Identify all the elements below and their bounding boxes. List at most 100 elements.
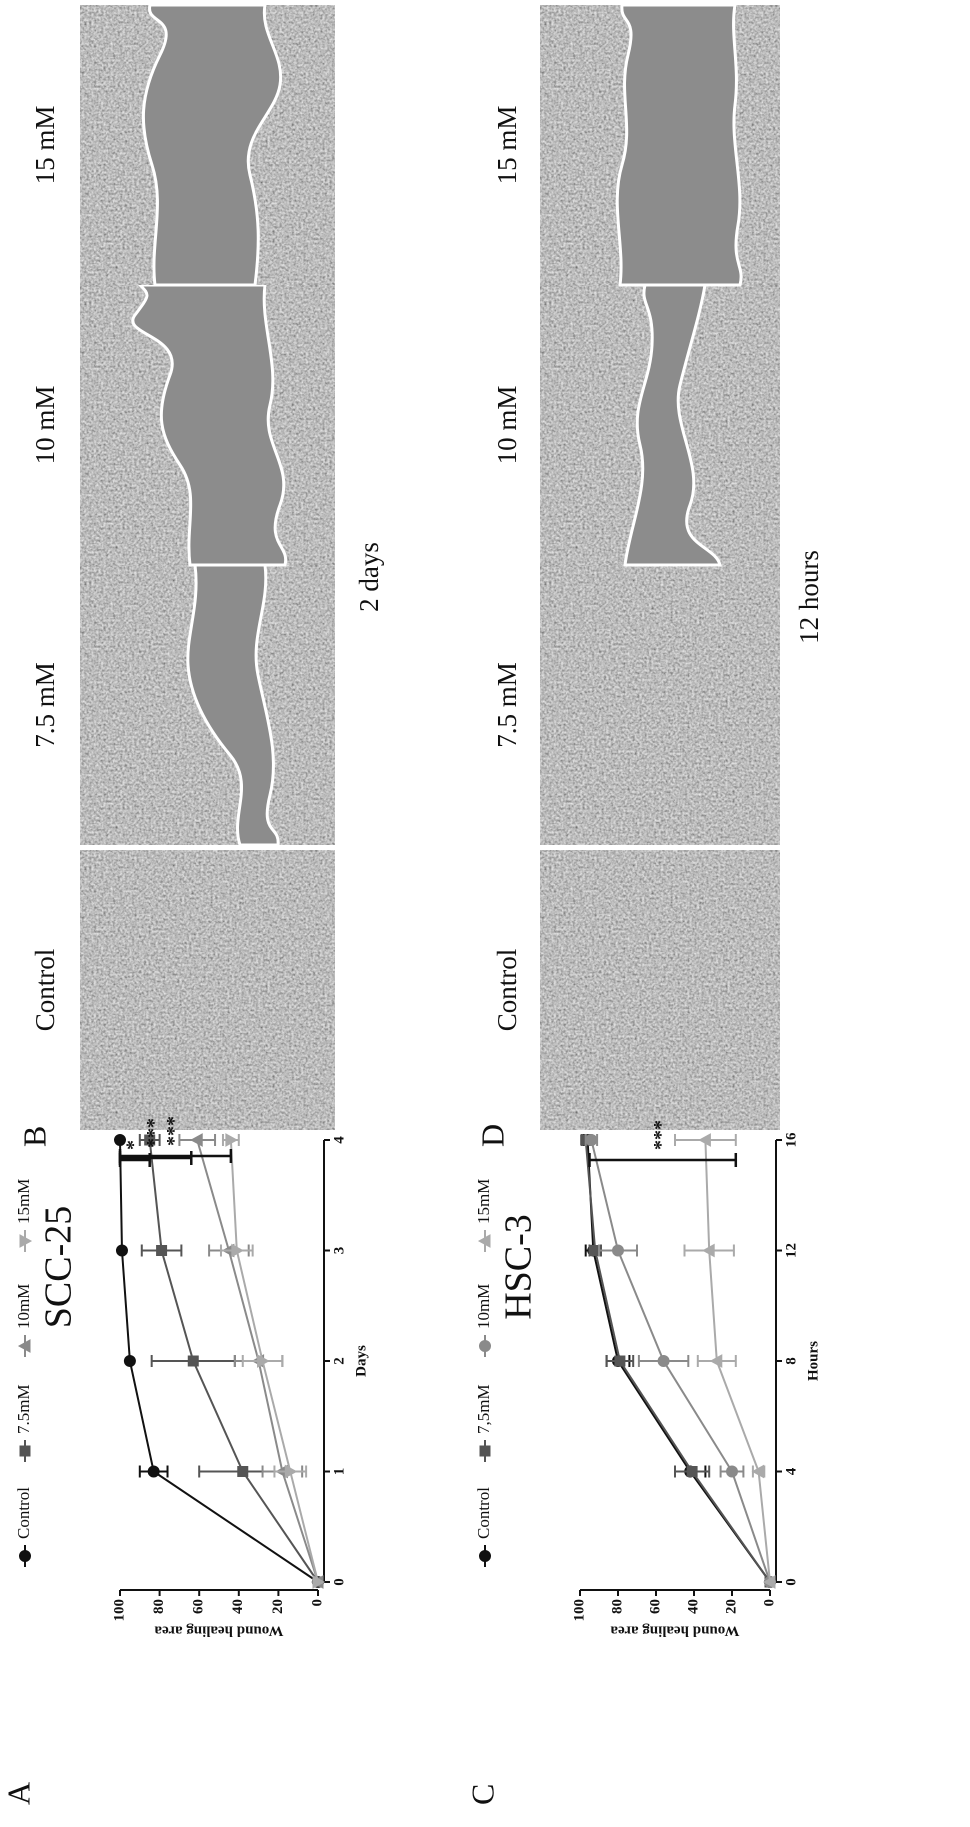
marker — [114, 1134, 126, 1146]
marker — [284, 1464, 298, 1479]
legend-marker — [19, 1234, 33, 1248]
marker — [657, 1355, 670, 1367]
significance-label: *** — [143, 1118, 165, 1148]
marker — [726, 1465, 738, 1478]
marker — [115, 1244, 128, 1257]
image-label: Control — [30, 949, 60, 1032]
caption: 12 hours — [794, 550, 824, 644]
y-tick-label: 40 — [230, 1599, 246, 1614]
y-tick-label: 100 — [571, 1599, 587, 1622]
marker — [751, 1464, 765, 1479]
x-tick-label: 0 — [783, 1578, 799, 1586]
marker — [698, 1133, 711, 1147]
legend-label: Control — [474, 1487, 493, 1539]
marker — [123, 1355, 136, 1367]
image-control — [540, 850, 780, 1130]
panel-label: C — [464, 1784, 500, 1805]
y-axis-label: Wound healing area — [610, 1623, 739, 1639]
marker — [187, 1355, 199, 1367]
marker — [312, 1575, 326, 1589]
significance-label: * — [122, 1140, 144, 1150]
caption: 2 days — [354, 542, 384, 612]
image-label: Control — [492, 949, 522, 1032]
panel-label: D — [474, 1124, 510, 1147]
legend-label: 10mM — [14, 1284, 33, 1329]
legend-marker — [479, 1340, 491, 1352]
y-tick-label: 60 — [647, 1599, 663, 1614]
significance-bracket — [588, 1153, 738, 1167]
legend-label: Control — [14, 1487, 33, 1539]
image-15mm — [540, 3, 780, 287]
image-label: 10 mM — [492, 386, 522, 465]
image-label: 15 mM — [30, 106, 60, 185]
marker — [709, 1354, 723, 1368]
legend-marker — [477, 1234, 491, 1248]
marker — [225, 1133, 238, 1147]
marker — [190, 1133, 203, 1147]
marker — [585, 1134, 598, 1146]
y-tick-label: 60 — [191, 1599, 207, 1614]
y-tick-label: 20 — [723, 1599, 739, 1614]
y-tick-label: 40 — [685, 1599, 701, 1614]
image-label: 15 mM — [492, 106, 522, 185]
significance-label: *** — [650, 1120, 672, 1150]
legend-marker — [19, 1445, 31, 1457]
x-tick-label: 4 — [783, 1467, 799, 1475]
significance-label: *** — [163, 1116, 185, 1146]
x-axis-label: Hours — [805, 1341, 821, 1381]
legend-label: 7,5mM — [474, 1384, 493, 1434]
image-10mm — [80, 283, 335, 567]
y-tick-label: 0 — [761, 1599, 777, 1607]
x-axis-label: Days — [353, 1345, 369, 1377]
marker — [614, 1355, 626, 1367]
y-tick-label: 20 — [270, 1599, 286, 1614]
legend-marker — [479, 1550, 491, 1562]
marker — [144, 1134, 156, 1146]
legend-label: 7.5mM — [14, 1384, 33, 1434]
marker — [237, 1466, 249, 1477]
marker — [147, 1465, 160, 1478]
legend-label: 10mM — [474, 1284, 493, 1329]
legend-marker — [19, 1550, 31, 1562]
image-label: 7.5 mM — [492, 662, 522, 748]
image-7-5mm — [540, 565, 780, 845]
image-label: 10 mM — [30, 386, 60, 465]
legend-label: 15mM — [474, 1179, 493, 1224]
legend-label: 15mM — [14, 1179, 33, 1224]
chart-title: HSC-3 — [498, 1214, 540, 1320]
x-tick-label: 8 — [783, 1357, 799, 1365]
y-tick-label: 80 — [609, 1599, 625, 1614]
marker — [257, 1354, 270, 1368]
marker — [686, 1466, 698, 1477]
legend-marker — [479, 1445, 491, 1457]
image-control — [80, 850, 335, 1130]
marker — [156, 1245, 168, 1256]
x-tick-label: 12 — [783, 1243, 799, 1258]
marker — [231, 1243, 244, 1258]
y-axis-label: Wound healing area — [154, 1623, 283, 1639]
y-tick-label: 0 — [309, 1599, 325, 1607]
chart-title: SCC-25 — [38, 1206, 80, 1328]
image-15mm — [80, 3, 335, 287]
x-tick-label: 16 — [783, 1132, 799, 1148]
x-tick-label: 1 — [331, 1468, 347, 1476]
image-7-5mm — [80, 563, 335, 847]
x-tick-label: 4 — [331, 1136, 347, 1144]
legend-marker — [17, 1339, 31, 1353]
marker — [612, 1244, 624, 1257]
x-tick-label: 2 — [331, 1357, 347, 1365]
significance-bracket — [118, 1151, 193, 1165]
panel-label: B — [16, 1126, 52, 1147]
y-tick-label: 100 — [111, 1599, 127, 1622]
x-tick-label: 0 — [331, 1578, 347, 1586]
y-tick-label: 80 — [151, 1599, 167, 1614]
marker — [762, 1575, 776, 1589]
x-tick-label: 3 — [331, 1247, 347, 1255]
panel-label: A — [0, 1782, 36, 1805]
image-10mm — [540, 283, 780, 567]
image-label: 7.5 mM — [30, 662, 60, 748]
marker — [702, 1243, 715, 1258]
significance-bracket — [118, 1149, 233, 1163]
